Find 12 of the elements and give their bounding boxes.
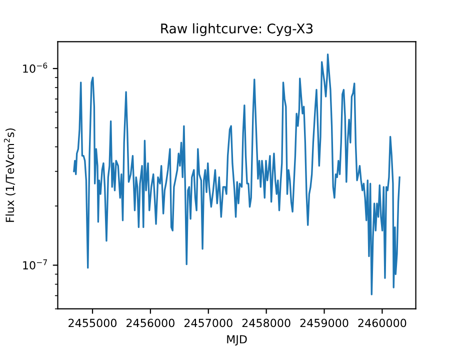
line-series <box>73 54 400 296</box>
x-tick-label: 2459000 <box>300 318 348 328</box>
x-tick-label: 2460000 <box>358 318 406 328</box>
x-tick-label: 2456000 <box>126 318 174 328</box>
x-tick-label: 2457000 <box>184 318 232 328</box>
y-axis-title: Flux (1/TeVcm$^{2}$s) <box>4 128 16 222</box>
x-tick-label: 2458000 <box>242 318 290 328</box>
x-axis-title: MJD <box>227 335 247 346</box>
y-tick-label: 10$^{−6}$ <box>23 62 48 73</box>
chart-title: Raw lightcurve: Cyg-X3 <box>161 23 313 36</box>
x-tick-label: 2455000 <box>68 318 117 328</box>
y-tick-label: 10$^{−7}$ <box>23 259 47 270</box>
